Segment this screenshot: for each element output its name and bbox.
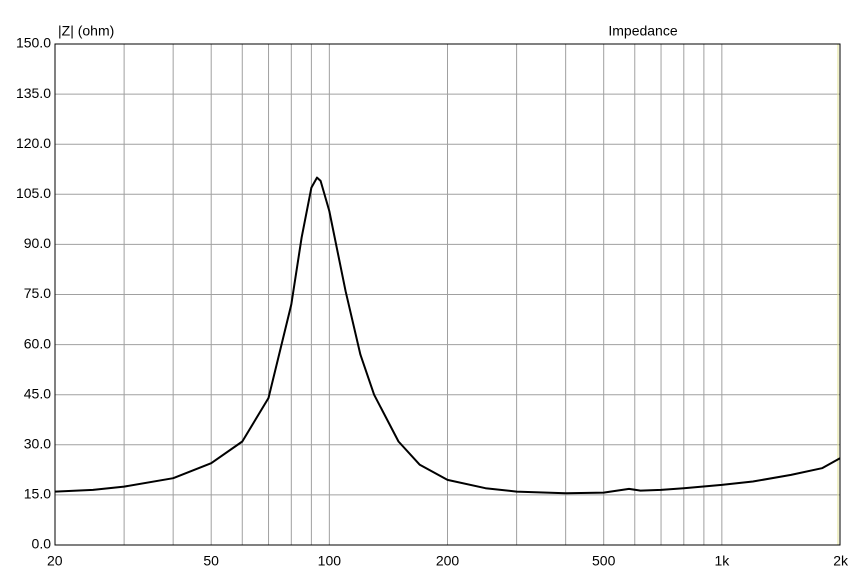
y-tick-label: 105.0 [16, 185, 51, 201]
y-tick-label: 0.0 [32, 536, 52, 552]
x-tick-label: 100 [318, 553, 342, 569]
plot-frame [54, 43, 841, 546]
chart-title: Impedance [608, 23, 677, 39]
y-tick-label: 75.0 [24, 285, 51, 301]
x-tick-label: 50 [203, 553, 219, 569]
y-tick-label: 45.0 [24, 385, 51, 401]
y-axis-label: |Z| (ohm) [58, 23, 114, 39]
y-tick-label: 90.0 [24, 235, 51, 251]
x-tick-label: 500 [592, 553, 616, 569]
x-tick-label: 200 [436, 553, 460, 569]
impedance-line [54, 176, 841, 495]
y-tick-label: 120.0 [16, 135, 51, 151]
y-tick-label: 60.0 [24, 335, 51, 351]
x-tick-label: 2k [833, 553, 849, 569]
y-tick-label: 30.0 [24, 436, 51, 452]
x-tick-label: 20 [47, 553, 63, 569]
y-tick-label: 150.0 [16, 35, 51, 51]
y-tick-label: 15.0 [24, 486, 51, 502]
y-tick-label: 135.0 [16, 85, 51, 101]
x-tick-label: 1k [714, 553, 730, 569]
